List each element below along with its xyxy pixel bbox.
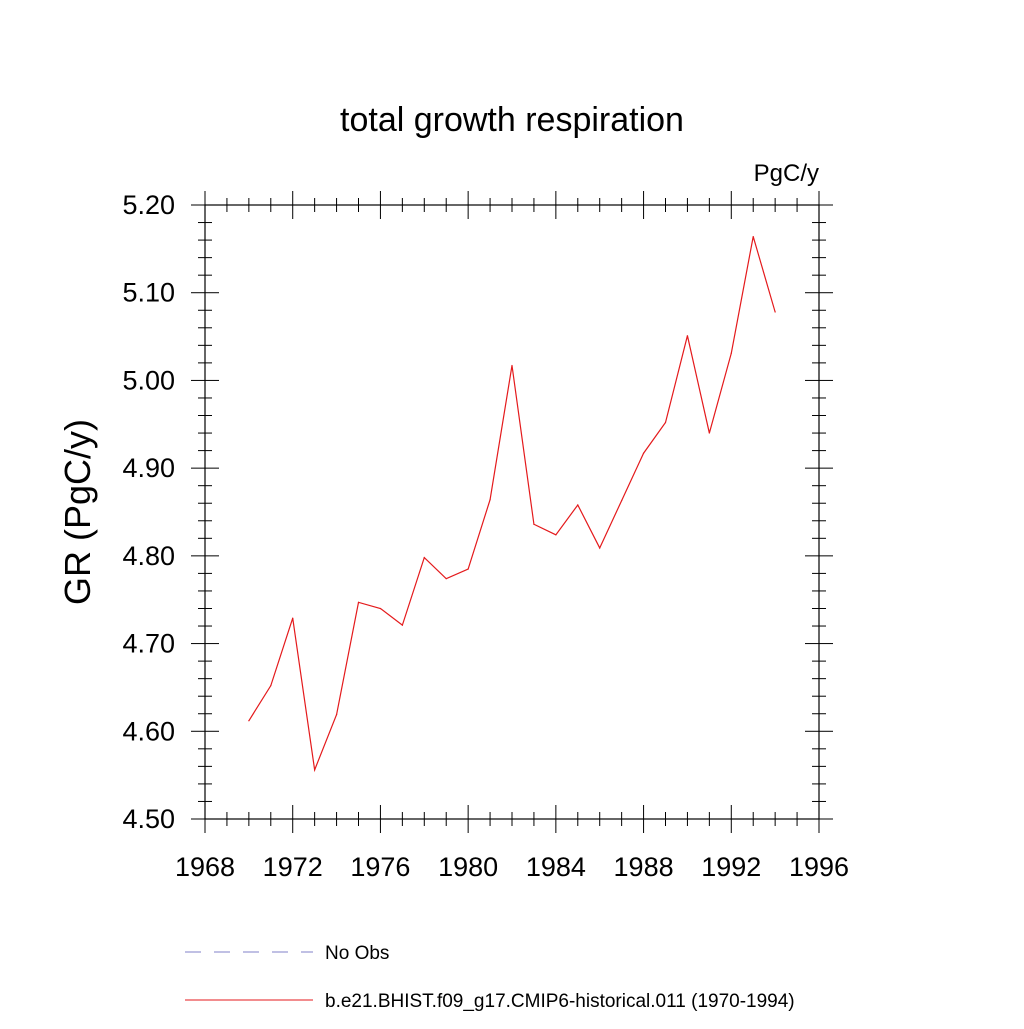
y-tick-label: 4.70 bbox=[122, 629, 175, 659]
legend-label: No Obs bbox=[325, 943, 389, 964]
y-tick-label: 4.90 bbox=[122, 453, 175, 483]
legend: No Obs b.e21.BHIST.f09_g17.CMIP6-historic… bbox=[185, 943, 795, 1012]
units-label: PgC/y bbox=[754, 160, 819, 187]
data-point bbox=[752, 235, 754, 238]
data-point bbox=[270, 685, 272, 687]
data-point bbox=[642, 452, 645, 454]
x-tick-label: 1980 bbox=[438, 852, 498, 882]
y-tick-label: 5.20 bbox=[122, 190, 175, 220]
data-point bbox=[423, 557, 425, 559]
data-point bbox=[533, 523, 535, 525]
x-tick-label: 1972 bbox=[263, 852, 323, 882]
data-point bbox=[314, 769, 316, 771]
x-tick-label: 1968 bbox=[175, 852, 235, 882]
data-point bbox=[621, 499, 623, 502]
data-point bbox=[708, 432, 710, 434]
data-point bbox=[467, 568, 469, 570]
data-point bbox=[664, 421, 667, 424]
data-point bbox=[292, 617, 294, 619]
data-point bbox=[686, 335, 689, 337]
y-tick-label: 4.50 bbox=[122, 804, 175, 834]
data-point bbox=[379, 607, 382, 610]
data-point bbox=[555, 534, 557, 536]
data-point bbox=[357, 601, 360, 603]
axis-ticks: 1968 1972 1976 1980 1984 1988 1992 1996 4.50 4.60… bbox=[122, 190, 849, 882]
chart-title: total growth respiration bbox=[340, 101, 684, 139]
data-point bbox=[730, 352, 732, 354]
plot-frame bbox=[204, 204, 820, 820]
series-layer bbox=[248, 235, 776, 773]
y-axis-label: GR (PgC/y) bbox=[57, 419, 98, 605]
data-point bbox=[774, 311, 776, 313]
data-point bbox=[489, 499, 491, 501]
series-line bbox=[248, 236, 776, 773]
data-point bbox=[401, 624, 403, 626]
data-point bbox=[248, 720, 250, 722]
x-tick-label: 1976 bbox=[350, 852, 410, 882]
data-point bbox=[335, 714, 338, 716]
x-tick-label: 1988 bbox=[614, 852, 674, 882]
y-tick-label: 4.80 bbox=[122, 541, 175, 571]
x-tick-label: 1996 bbox=[789, 852, 849, 882]
x-tick-label: 1984 bbox=[526, 852, 586, 882]
data-point bbox=[599, 547, 601, 549]
y-tick-label: 5.00 bbox=[122, 365, 175, 395]
y-tick-label: 4.60 bbox=[122, 716, 175, 746]
x-tick-label: 1992 bbox=[701, 852, 761, 882]
data-point bbox=[445, 578, 447, 580]
data-point bbox=[511, 364, 513, 367]
data-point bbox=[577, 504, 579, 506]
legend-label: b.e21.BHIST.f09_g17.CMIP6-historical.011… bbox=[325, 991, 795, 1012]
y-tick-label: 5.10 bbox=[122, 278, 175, 308]
